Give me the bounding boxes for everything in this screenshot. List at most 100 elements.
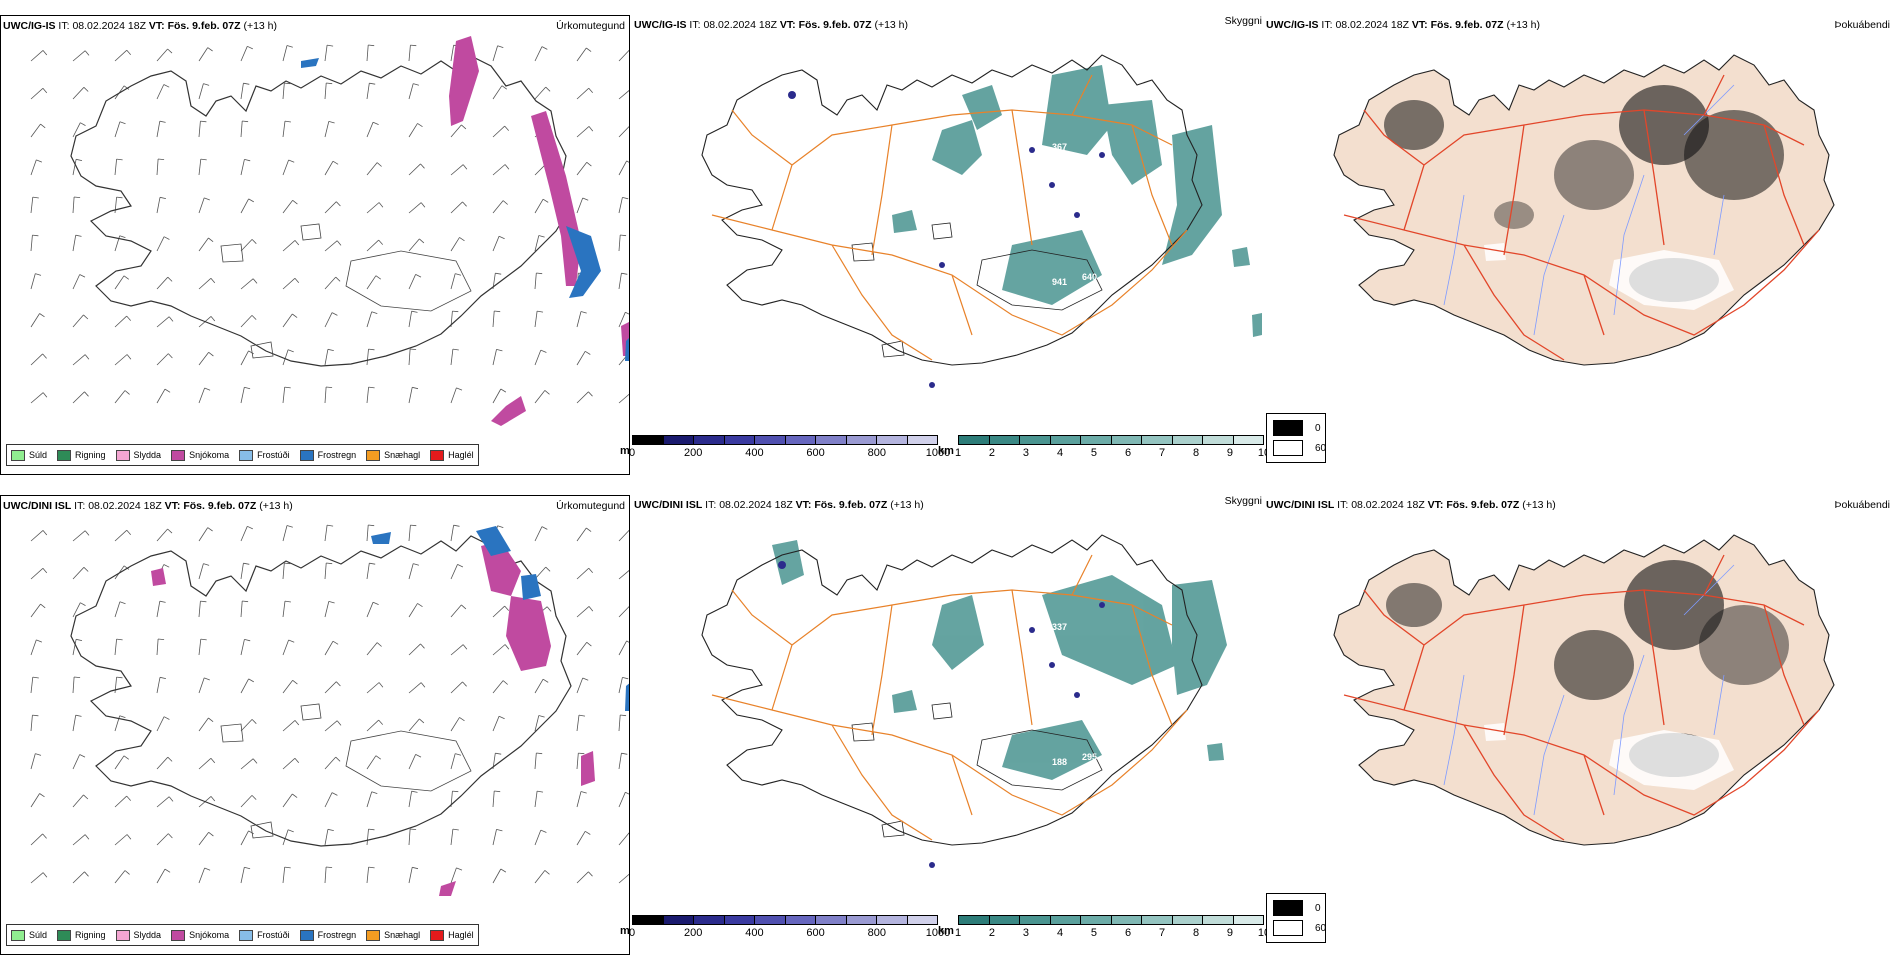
colorbar-tick: 1000 (925, 927, 951, 939)
colorbar-segment (877, 916, 908, 924)
vt-value: Fös. 9.feb. 07Z (814, 499, 888, 511)
colorbar-segment (785, 916, 816, 924)
colorbar-segment (1233, 436, 1263, 444)
lead-time: (+13 h) (1522, 499, 1556, 511)
lead-time: (+13 h) (874, 19, 909, 31)
road-network (1343, 74, 1820, 361)
lead-time: (+13 h) (1506, 19, 1541, 31)
visibility-ticks: 1 2 3 4 5 6 7 8 9 10 (955, 927, 1270, 941)
vt-value: Fös. 9.feb. 07Z (1430, 19, 1504, 31)
legend-label: Súld (29, 450, 48, 460)
colorbar-tick: 1000 (925, 447, 951, 459)
colorbar-segment (1111, 916, 1142, 924)
colorbar-segment (1111, 436, 1142, 444)
legend-swatch (430, 929, 445, 941)
precip-panel-1[interactable]: UWC/IG-IS IT: 08.02.2024 18Z VT: Fös. 9.… (0, 15, 630, 475)
it-label: IT: (1337, 499, 1349, 511)
colorbar-segment (755, 916, 786, 924)
colorbar-segment (724, 916, 755, 924)
colorbar-tick: 400 (745, 447, 764, 459)
fog-panel-2[interactable]: UWC/DINI ISL IT: 08.02.2024 18Z VT: Fös.… (1264, 495, 1894, 955)
panel-title: Skyggni (1224, 495, 1262, 507)
legend-swatch (115, 449, 130, 461)
iceland-outline (70, 55, 572, 367)
visibility-bar (958, 915, 1264, 925)
legend-swatch (57, 929, 72, 941)
road-network (711, 74, 1188, 361)
snow-areas (449, 36, 629, 426)
wind-barbs (30, 44, 629, 404)
colorbar-tick: 2 (988, 447, 996, 459)
legend-item: Frostúði (239, 449, 290, 461)
cloudbase-colorbar-2: 0 200 400 600 800 1000 m (620, 915, 950, 941)
legend-swatch (57, 449, 72, 461)
glaciers-white (1484, 243, 1734, 310)
fog-panel-1[interactable]: UWC/IG-IS IT: 08.02.2024 18Z VT: Fös. 9.… (1264, 15, 1894, 475)
fog-map (1333, 534, 1835, 846)
colorbar-tick: 5 (1090, 927, 1098, 939)
cloudbase-unit: m (620, 925, 630, 937)
cloud-panel-2[interactable]: UWC/DINI ISL IT: 08.02.2024 18Z VT: Fös.… (632, 495, 1262, 955)
colorbar-tick: 3 (1022, 447, 1030, 459)
legend-swatch (171, 929, 186, 941)
colorbar-segment (633, 436, 664, 444)
legend-swatch (11, 449, 25, 461)
cloudbase-ticks: 0 200 400 600 800 1000 (628, 447, 950, 461)
legend-swatch (366, 929, 381, 941)
fog-swatch-0 (1273, 420, 1303, 436)
visibility-areas (892, 65, 1262, 337)
colorbar-tick: 6 (1124, 447, 1132, 459)
colorbar-segment (907, 436, 937, 444)
elevation-label: 941 (1052, 277, 1067, 287)
wind-barbs (30, 524, 629, 884)
elevation-label: 92 (1112, 737, 1122, 747)
colorbar-tick: 800 (867, 927, 886, 939)
legend-item: Slydda (115, 929, 161, 941)
visibility-unit: km (938, 925, 954, 937)
legend-label: Súld (29, 930, 48, 940)
lead-time: (+13 h) (890, 499, 924, 511)
colorbar-tick: 2 (988, 927, 996, 939)
legend-item: Súld (11, 929, 48, 941)
colorbar-tick: 4 (1056, 927, 1064, 939)
it-label: IT: (74, 500, 86, 512)
legend-label: Haglél (448, 450, 474, 460)
legend-swatch (299, 929, 314, 941)
fog-legend-value: 60 (1315, 442, 1327, 454)
colorbar-segment (989, 916, 1020, 924)
colorbar-segment (877, 436, 908, 444)
fog-swatch-60 (1273, 920, 1303, 936)
vt-value: Fös. 9.feb. 07Z (798, 19, 872, 31)
colorbar-segment (816, 436, 847, 444)
cloudbase-spots (788, 91, 1105, 388)
it-value: 08.02.2024 18Z (1335, 19, 1409, 31)
legend-swatch (239, 449, 254, 461)
colorbar-tick: 0 (628, 447, 636, 459)
legend-item: Frostúði (239, 929, 290, 941)
legend-label: Rigning (75, 450, 106, 460)
panel-header: UWC/IG-IS IT: 08.02.2024 18Z VT: Fös. 9.… (634, 19, 908, 31)
panel-title: Þokuábendi (1834, 499, 1890, 511)
panel-header: UWC/DINI ISL IT: 08.02.2024 18Z VT: Fös.… (3, 500, 293, 512)
model-name: UWC/IG-IS (634, 19, 687, 31)
colorbar-segment (1203, 436, 1234, 444)
vt-label: VT: (164, 500, 181, 512)
fog-map (1333, 54, 1835, 366)
panel-title: Þokuábendi (1834, 19, 1890, 31)
precip-panel-2[interactable]: UWC/DINI ISL IT: 08.02.2024 18Z VT: Fös.… (0, 495, 630, 955)
model-name: UWC/IG-IS (3, 20, 56, 32)
legend-swatch (299, 449, 314, 461)
precip-map (30, 36, 629, 426)
legend-swatch (115, 929, 130, 941)
legend-item: Snjókoma (171, 929, 229, 941)
glaciers-white (1484, 723, 1734, 790)
glacier-outlines (220, 223, 472, 359)
cloud-panel-1[interactable]: UWC/IG-IS IT: 08.02.2024 18Z VT: Fös. 9.… (632, 15, 1262, 475)
colorbar-segment (724, 436, 755, 444)
colorbar-tick: 7 (1158, 447, 1166, 459)
colorbar-segment (1142, 436, 1173, 444)
legend-label: Snæhagl (384, 450, 421, 460)
it-value: 08.02.2024 18Z (88, 500, 162, 512)
it-value: 08.02.2024 18Z (719, 499, 793, 511)
